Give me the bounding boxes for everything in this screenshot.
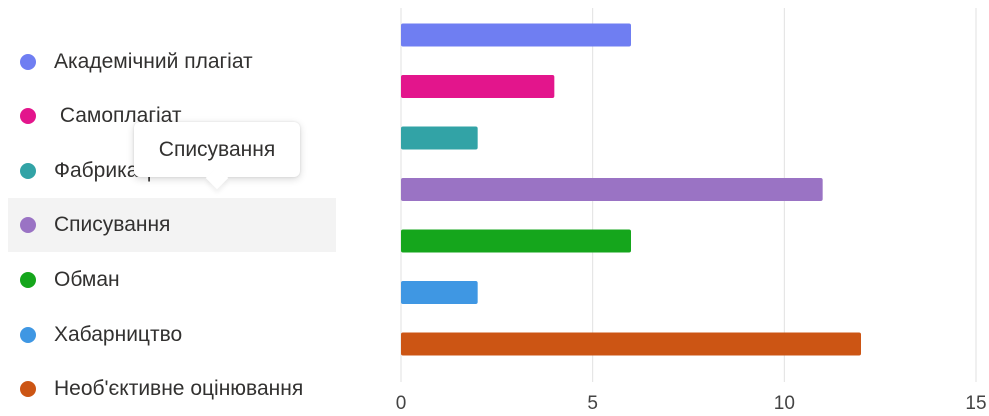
legend-item-biased-grading[interactable]: Необ'єктивне оцінювання xyxy=(8,362,336,416)
legend-item-cheating[interactable]: Списування xyxy=(8,198,336,252)
legend-label: Хабарництво xyxy=(54,323,183,346)
legend-item-deception[interactable]: Обман xyxy=(8,253,336,307)
x-tick-label: 5 xyxy=(587,393,598,414)
bar[interactable] xyxy=(401,332,861,356)
x-tick-label: 0 xyxy=(396,393,407,414)
x-axis-ticks: 0 5 10 15 xyxy=(396,393,987,414)
legend-marker xyxy=(20,217,36,233)
legend-label: Необ'єктивне оцінювання xyxy=(54,377,304,400)
bar[interactable] xyxy=(401,229,631,253)
legend-marker xyxy=(20,163,36,179)
x-tick-label: 10 xyxy=(774,393,795,414)
bar[interactable] xyxy=(401,178,823,201)
legend-label: Списування xyxy=(54,213,171,236)
legend-marker xyxy=(20,327,36,343)
bar[interactable] xyxy=(401,75,555,98)
x-tick-label: 15 xyxy=(965,393,986,414)
legend-marker xyxy=(20,108,36,124)
bar[interactable] xyxy=(401,23,631,47)
legend-tooltip: Списування xyxy=(134,122,300,177)
legend-item-academic-plagiarism[interactable]: Академічний плагіат xyxy=(8,35,336,89)
tooltip-text: Списування xyxy=(158,137,276,161)
legend-marker xyxy=(20,381,36,397)
legend-label: Академічний плагіат xyxy=(54,50,253,73)
legend-label: Обман xyxy=(54,268,120,291)
bars xyxy=(401,23,861,356)
legend-marker xyxy=(20,272,36,288)
chart-legend: Академічний плагіат Самоплагіат Фабрикац… xyxy=(0,0,340,414)
bar[interactable] xyxy=(401,281,478,304)
legend-marker xyxy=(20,54,36,70)
legend-item-bribery[interactable]: Хабарництво xyxy=(8,308,336,362)
bar[interactable] xyxy=(401,126,478,150)
